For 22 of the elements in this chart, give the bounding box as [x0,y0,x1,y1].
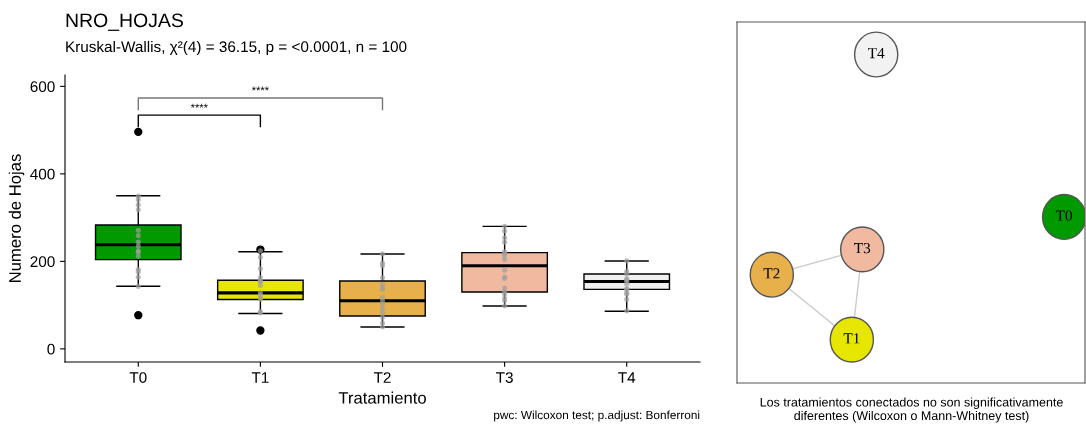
chart-subtitle: Kruskal-Wallis, χ²(4) = 36.15, p = <0.0001, n = 100 [66,40,407,56]
y-tick-label: 400 [30,168,55,180]
y-axis-title: Numero de Hojas [8,154,25,282]
x-tick-label: T0 [129,372,147,383]
x-tick-label: T3 [496,372,513,383]
y-tick-label: 0 [47,343,55,355]
text: T1 [843,333,860,344]
chart-title: NRO_HOJAS [66,13,183,31]
annotation: **** [190,103,208,108]
text: T4 [867,48,885,59]
x-tick-label: T4 [618,372,636,383]
y-tick-label: 600 [30,81,55,93]
text: T2 [763,268,780,279]
text: T0 [1055,210,1073,221]
text: pwc: Wilcoxon test; p.adjust: Bonferroni [494,410,700,422]
text: Los tratamientos conectados no son significativamente diferentes (Wilcoxon o Mann-Whitney test) [760,397,1063,423]
x-tick-label: T1 [251,372,269,383]
text: T3 [854,242,871,254]
x-tick-label: T2 [373,372,391,383]
x-axis-title: Tratamiento [338,391,426,404]
annotation: **** [251,86,269,91]
y-tick-label: 200 [30,256,55,268]
